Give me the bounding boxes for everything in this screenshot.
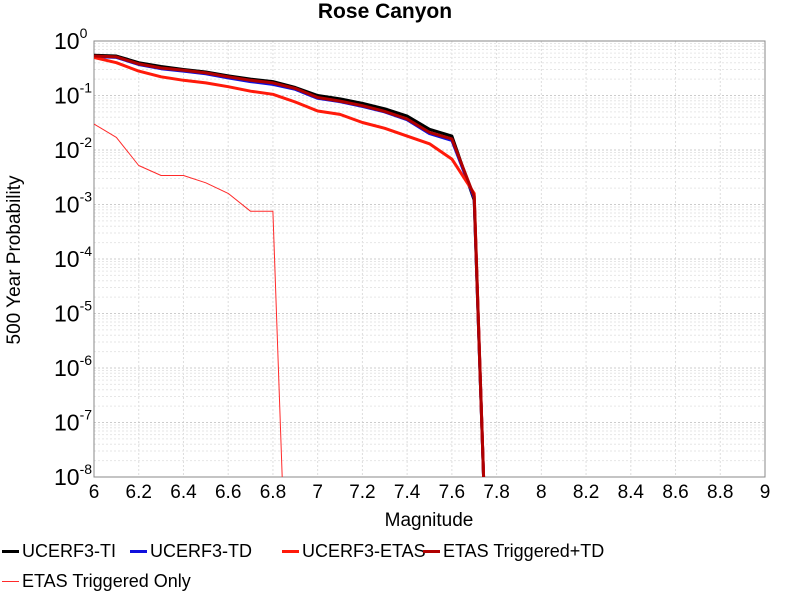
y-tick-label: 100 (54, 25, 88, 54)
y-tick-label: 10-5 (54, 298, 92, 327)
x-tick-label: 9 (760, 482, 771, 503)
legend-item: UCERF3-TI (2, 541, 116, 562)
plot-grid (93, 41, 766, 478)
chart-title: Rose Canyon (318, 0, 452, 23)
legend-swatch (130, 550, 147, 553)
x-tick-label: 8 (536, 482, 547, 503)
y-axis-label: 500 Year Probability (4, 175, 25, 345)
legend-item: UCERF3-ETAS (282, 541, 426, 562)
legend-swatch (2, 581, 19, 582)
x-tick-label: 8.4 (618, 482, 645, 503)
x-tick-label: 6.8 (260, 482, 286, 503)
series-line-3 (94, 55, 486, 477)
x-axis-ticks: 6 6.2 6.4 6.6 6.8 7 7.2 7.4 7.6 7.8 8 8.2 8.4 8.6 8.8 9 (89, 482, 771, 503)
series-line-5 (94, 123, 283, 477)
chart: Rose Canyon 6 6.2 6.4 6.6 6.8 7 7.2 7.4 7.6 7.8 8 8… (4, 0, 771, 531)
legend-label: ETAS Triggered Only (22, 571, 191, 591)
x-tick-label: 8.2 (573, 482, 599, 503)
x-tick-label: 7.8 (483, 482, 509, 503)
series-layer (94, 53, 486, 477)
x-tick-label: 7.6 (439, 482, 465, 503)
x-tick-label: 6 (89, 482, 100, 503)
legend: UCERF3-TI UCERF3-TD UCERF3-ETAS ETAS Trigge… (0, 536, 800, 600)
y-tick-label: 10-6 (54, 352, 92, 381)
y-tick-label: 10-7 (54, 407, 92, 436)
legend-label: ETAS Triggered+TD (443, 541, 605, 561)
series-line-4 (94, 54, 486, 477)
y-tick-label: 10-2 (54, 134, 92, 163)
y-tick-label: 10-1 (54, 80, 92, 109)
legend-label: UCERF3-ETAS (302, 541, 426, 561)
x-tick-label: 6.6 (215, 482, 241, 503)
legend-item: UCERF3-TD (130, 541, 252, 562)
series-line-1 (94, 53, 486, 477)
y-tick-label: 10-8 (54, 461, 92, 490)
legend-item: ETAS Triggered+TD (423, 541, 604, 562)
x-tick-label: 7 (312, 482, 323, 503)
x-tick-label: 7.2 (349, 482, 375, 503)
legend-swatch (2, 550, 19, 553)
legend-label: UCERF3-TD (150, 541, 252, 561)
y-tick-label: 10-4 (54, 243, 92, 272)
legend-swatch (282, 550, 299, 553)
x-tick-label: 8.8 (707, 482, 733, 503)
legend-label: UCERF3-TI (22, 541, 116, 561)
legend-item: ETAS Triggered Only (2, 571, 191, 592)
y-tick-label: 10-3 (54, 189, 92, 218)
x-tick-label: 7.4 (394, 482, 421, 503)
x-tick-label: 6.2 (126, 482, 152, 503)
x-axis-label: Magnitude (385, 510, 474, 531)
x-tick-label: 6.4 (170, 482, 197, 503)
plot-area (93, 40, 766, 478)
y-axis-ticks: 100 10-1 10-2 10-3 10-4 10-5 10-6 10-7 10-8 (54, 25, 92, 490)
x-tick-label: 8.6 (662, 482, 688, 503)
legend-swatch (423, 550, 440, 553)
